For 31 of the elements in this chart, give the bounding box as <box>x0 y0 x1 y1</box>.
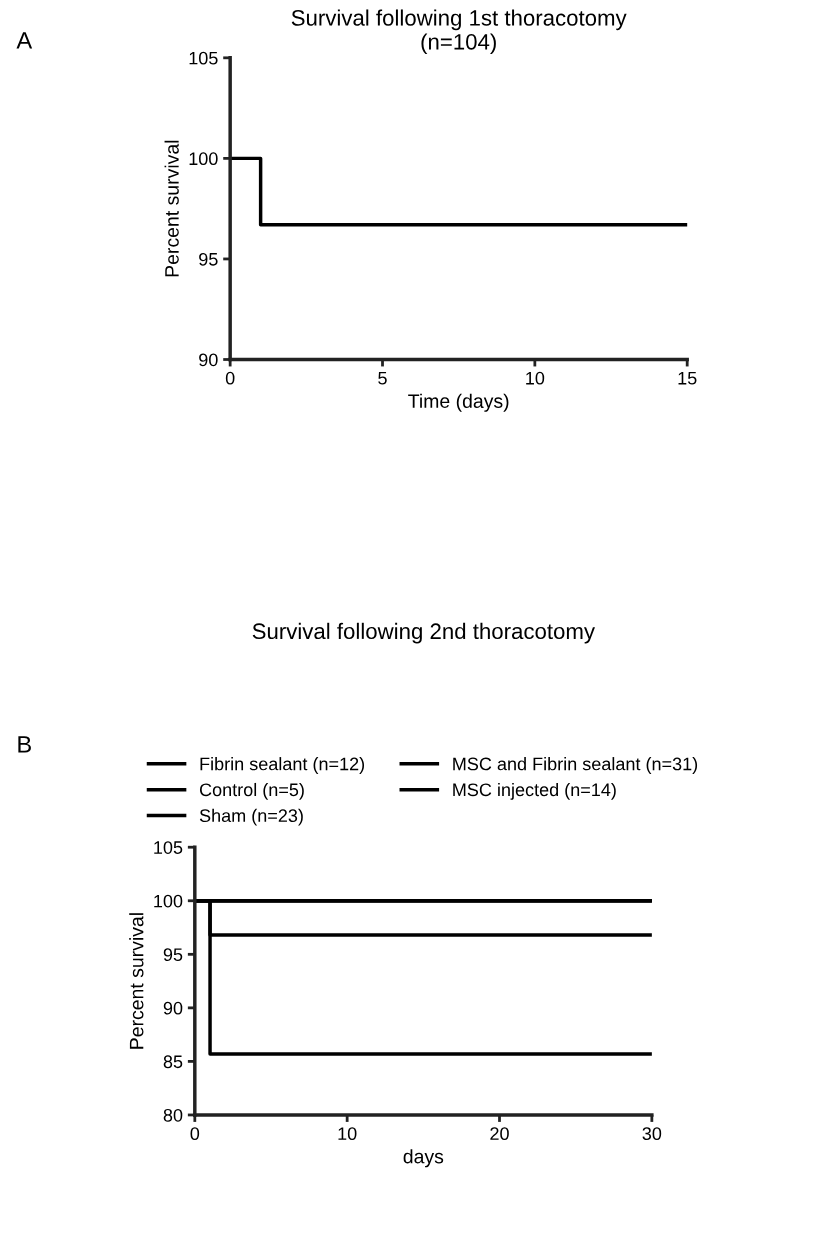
x-axis-title: Time (days) <box>408 393 509 412</box>
legend-label: Sham (n=23) <box>199 808 303 826</box>
chart-title: Survival following 2nd thoracotomy <box>252 622 595 644</box>
legend-label: Fibrin sealant (n=12) <box>200 757 365 774</box>
y-tick-label: 95 <box>163 948 183 962</box>
x-tick-label: 20 <box>490 1127 509 1141</box>
x-tick-label: 10 <box>338 1127 357 1141</box>
y-tick-label: 85 <box>163 1055 183 1069</box>
y-tick-label: 105 <box>154 841 183 854</box>
text: B <box>18 736 31 753</box>
legend-label: MSC and Fibrin sealant (n=31) <box>453 757 698 774</box>
y-tick-label: 90 <box>163 1001 183 1015</box>
x-tick-label: 30 <box>642 1127 662 1141</box>
x-tick-label: 15 <box>678 371 697 385</box>
y-tick-label: 80 <box>163 1108 183 1122</box>
y-axis-title: Percent survival <box>164 140 179 277</box>
y-tick-label: 100 <box>154 894 183 908</box>
text: A <box>16 32 33 49</box>
y-tick-label: 100 <box>189 152 218 166</box>
y-axis-title: Percent survival <box>129 913 144 1049</box>
y-tick-label: 95 <box>199 252 218 266</box>
x-tick-label: 5 <box>378 371 387 385</box>
y-tick-label: 90 <box>199 353 218 367</box>
legend-label: MSC injected (n=14) <box>453 782 616 800</box>
x-tick-label: 10 <box>526 371 545 385</box>
chart-title: Survival following 1st thoracotomy (n=104) <box>291 9 627 55</box>
x-tick-label: 0 <box>225 371 235 385</box>
x-axis-title: days <box>403 1149 444 1168</box>
x-tick-label: 0 <box>190 1127 200 1141</box>
legend-label: Control (n=5) <box>199 782 304 800</box>
y-tick-label: 105 <box>189 51 218 65</box>
